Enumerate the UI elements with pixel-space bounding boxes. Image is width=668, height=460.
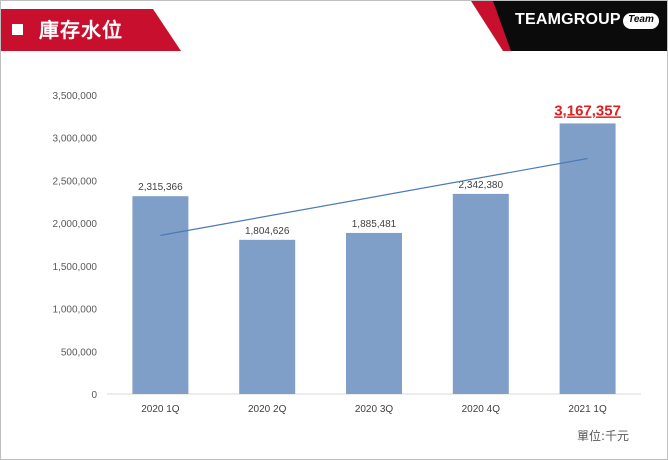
x-tick-label: 2020 1Q bbox=[141, 404, 180, 415]
x-tick-label: 2020 3Q bbox=[355, 404, 394, 415]
y-tick-label: 2,500,000 bbox=[53, 176, 98, 187]
highlight-data-label: 3,167,357 bbox=[554, 102, 621, 119]
data-label: 1,804,626 bbox=[245, 226, 290, 237]
y-tick-label: 3,500,000 bbox=[53, 91, 98, 102]
y-tick-label: 2,000,000 bbox=[53, 219, 98, 230]
x-tick-label: 2021 1Q bbox=[568, 404, 607, 415]
title-bullet-icon bbox=[12, 24, 23, 35]
y-tick-label: 1,000,000 bbox=[53, 305, 98, 316]
x-tick-label: 2020 4Q bbox=[462, 404, 501, 415]
unit-label: 單位:千元 bbox=[577, 429, 630, 443]
bar bbox=[559, 123, 616, 395]
brand-badge-text: Team bbox=[628, 14, 654, 25]
x-tick-label: 2020 2Q bbox=[248, 404, 287, 415]
brand-badge-icon: Team bbox=[623, 13, 659, 29]
data-label: 1,885,481 bbox=[352, 219, 397, 230]
y-tick-label: 1,500,000 bbox=[53, 262, 98, 273]
bar bbox=[346, 232, 402, 394]
brand-logo: TEAMGROUP bbox=[515, 11, 621, 28]
trendline bbox=[160, 157, 588, 236]
bar bbox=[452, 193, 509, 394]
y-tick-label: 0 bbox=[91, 390, 97, 401]
page-title: 庫存水位 bbox=[39, 18, 123, 42]
bar bbox=[239, 239, 296, 394]
y-tick-label: 500,000 bbox=[61, 347, 98, 358]
data-label: 2,315,366 bbox=[138, 182, 183, 193]
title-banner: 庫存水位 bbox=[1, 9, 181, 51]
y-tick-label: 3,000,000 bbox=[53, 134, 98, 145]
data-label: 2,342,380 bbox=[459, 180, 504, 191]
bar bbox=[132, 196, 189, 394]
